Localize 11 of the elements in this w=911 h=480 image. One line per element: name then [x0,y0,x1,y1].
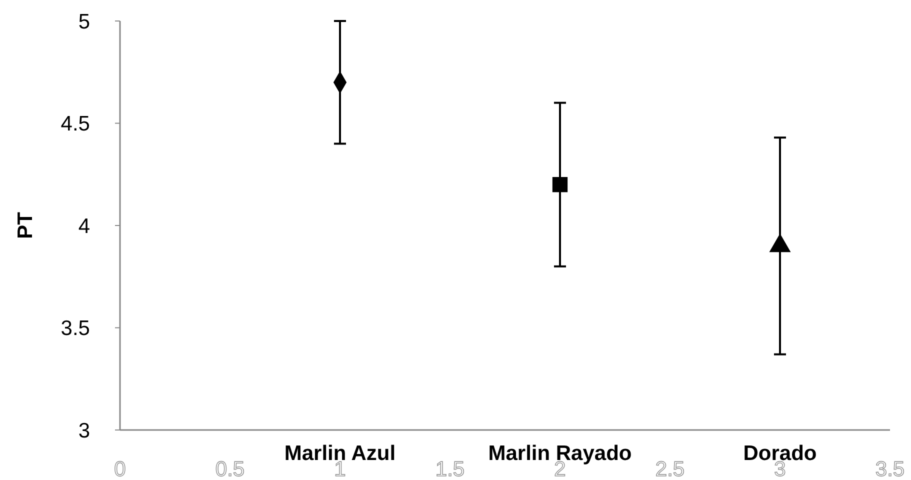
y-tick-label: 3.5 [60,317,90,340]
x-tick-label: 1.5 [435,458,465,480]
y-tick-label: 4.5 [60,112,90,136]
x-tick-label: 0.5 [215,458,245,480]
x-tick-label: 0 [114,458,126,480]
x-tick-label: 2.5 [655,458,685,480]
y-tick-label: 3 [78,419,90,442]
y-tick-label: 4 [78,214,90,238]
y-axis-title: PT [14,212,37,239]
x-tick-label: 3.5 [875,458,905,480]
y-tick-label: 5 [78,10,90,34]
